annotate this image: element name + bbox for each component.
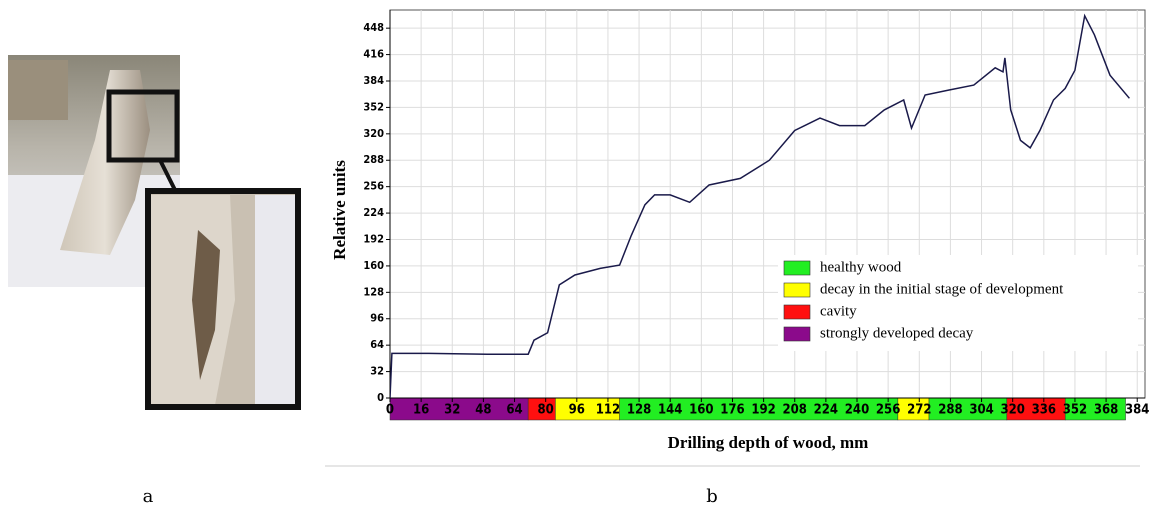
x-tick-label: 192 — [751, 403, 775, 418]
x-tick-label: 336 — [1032, 403, 1056, 418]
y-tick-label: 352 — [363, 100, 384, 113]
series-group — [390, 13, 1130, 398]
panel-label: b — [706, 486, 718, 507]
y-tick-label: 288 — [363, 153, 384, 166]
x-tick-label: 0 — [386, 403, 394, 418]
y-tick-label: 0 — [377, 391, 384, 404]
photo — [8, 55, 301, 410]
x-tick-label: 272 — [907, 403, 931, 418]
legend-label: cavity — [820, 303, 857, 319]
x-tick-label: 320 — [1000, 403, 1024, 418]
legend-label: healthy wood — [820, 259, 902, 275]
x-tick-label: 208 — [783, 403, 807, 418]
trunk — [60, 70, 150, 255]
plot: 0326496128160192224256288320352384416448… — [363, 9, 1149, 421]
x-tick-label: 224 — [814, 403, 838, 418]
y-axis-label: Relative units — [330, 160, 349, 260]
x-tick-label: 368 — [1094, 403, 1118, 418]
zoom-snow — [255, 195, 296, 405]
y-tick-label: 384 — [363, 74, 384, 87]
x-tick-label: 64 — [506, 403, 522, 418]
zoom-box — [106, 89, 180, 163]
x-tick-label: 128 — [627, 403, 651, 418]
y-tick-label: 320 — [363, 127, 384, 140]
legend-swatch — [783, 260, 811, 276]
x-tick-label: 304 — [969, 403, 993, 418]
x-tick-label: 16 — [413, 403, 429, 418]
y-tick-label: 448 — [363, 21, 384, 34]
y-tick-label: 96 — [370, 312, 384, 325]
x-tick-label: 80 — [538, 403, 554, 418]
x-tick-label: 96 — [569, 403, 585, 418]
legend-swatch — [783, 326, 811, 342]
zoom-frame — [145, 188, 301, 410]
y-tick-label: 128 — [363, 285, 384, 298]
y-tick-label: 64 — [370, 338, 384, 351]
x-tick-label: 176 — [720, 403, 744, 418]
panel-label: a — [143, 486, 154, 507]
zoom-link — [158, 159, 177, 191]
x-tick-label: 32 — [444, 403, 460, 418]
x-tick-label: 240 — [845, 403, 869, 418]
x-tick-label: 384 — [1125, 403, 1149, 418]
x-tick-label: 112 — [596, 403, 620, 418]
y-tick-label: 416 — [363, 48, 384, 61]
legend-swatch — [783, 282, 811, 298]
x-axis-label: Drilling depth of wood, mm — [668, 433, 869, 452]
y-tick-label: 32 — [370, 365, 384, 378]
x-tick-label: 48 — [475, 403, 491, 418]
y-tick-label: 224 — [363, 206, 384, 219]
x-tick-label: 256 — [876, 403, 900, 418]
x-tick-label: 352 — [1063, 403, 1087, 418]
y-tick-label: 256 — [363, 180, 384, 193]
building — [8, 60, 68, 120]
zoom-decay — [192, 230, 220, 380]
data-line — [390, 13, 1130, 398]
legend-swatch — [783, 304, 811, 320]
legend-box — [778, 255, 1138, 351]
y-tick-label: 160 — [363, 259, 384, 272]
legend-label: decay in the initial stage of developmen… — [820, 281, 1064, 297]
y-tick-label: 192 — [363, 232, 384, 245]
x-tick-label: 288 — [938, 403, 962, 418]
x-tick-label: 160 — [689, 403, 713, 418]
x-tick-label: 144 — [658, 403, 682, 418]
legend-label: strongly developed decay — [820, 325, 974, 341]
